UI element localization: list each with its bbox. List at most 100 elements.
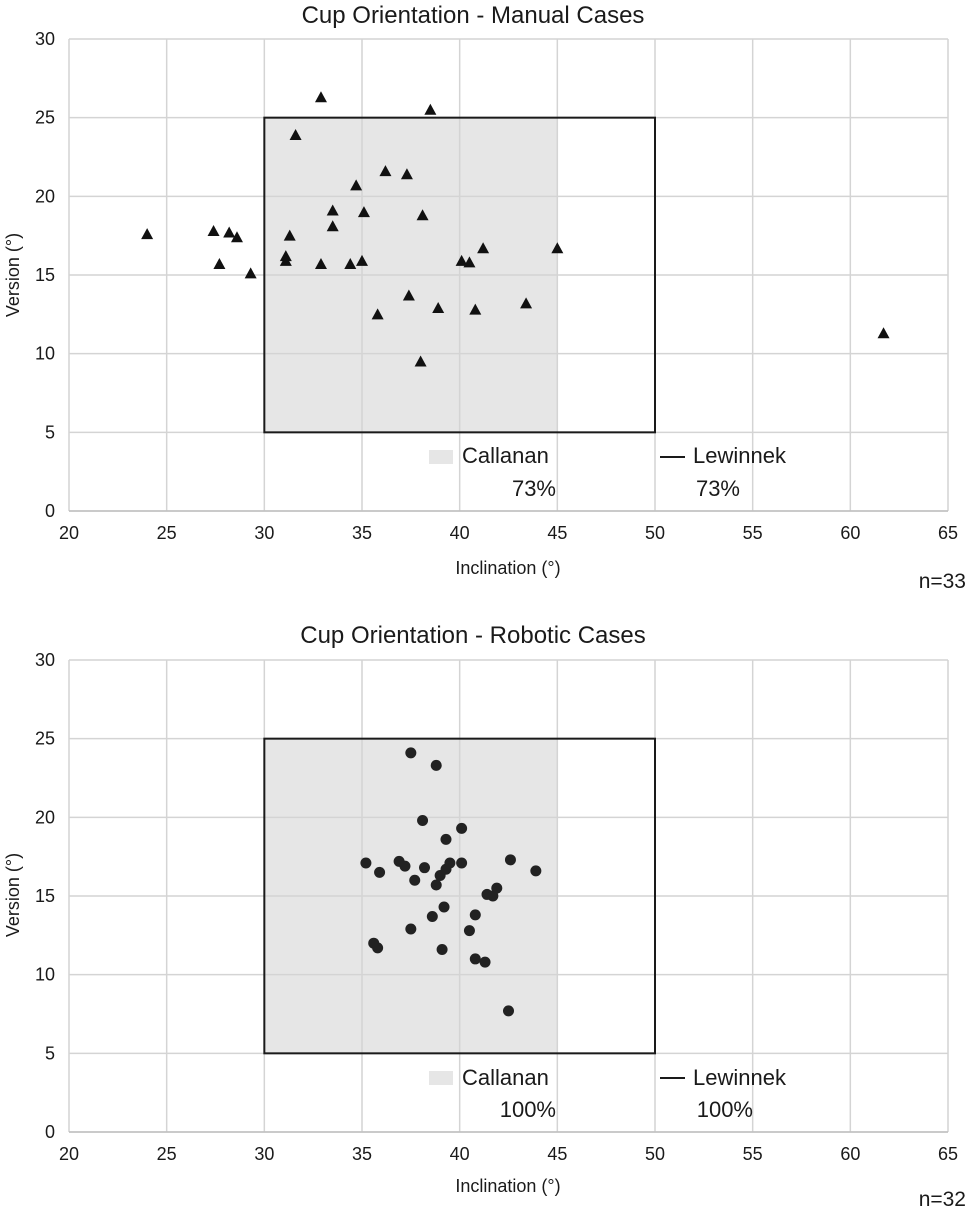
data-point	[279, 254, 292, 266]
sample-size-label: n=32	[919, 1188, 966, 1210]
data-point	[487, 890, 499, 902]
data-point	[455, 254, 468, 266]
x-tick-label: 65	[938, 523, 958, 543]
y-tick-label: 15	[35, 265, 55, 285]
x-tick-label: 30	[254, 1144, 274, 1164]
data-point	[877, 327, 890, 339]
data-point	[417, 814, 429, 826]
data-point	[326, 204, 339, 216]
y-tick-label: 10	[35, 965, 55, 985]
x-tick-label: 25	[157, 1144, 177, 1164]
x-tick-label: 60	[840, 523, 860, 543]
x-axis-label: Inclination (°)	[455, 1176, 560, 1196]
manual-cases-chart: Cup Orientation - Manual Cases Inclinati…	[3, 2, 966, 593]
chart-title: Cup Orientation - Robotic Cases	[300, 622, 646, 649]
data-point	[374, 866, 386, 878]
data-point	[520, 297, 533, 309]
data-point	[344, 257, 357, 269]
legend-callanan-swatch	[429, 1071, 453, 1085]
data-point	[244, 267, 257, 279]
y-tick-label: 5	[45, 1043, 55, 1063]
x-tick-label: 60	[840, 1144, 860, 1164]
legend-lewinnek-label: Lewinnek	[693, 1065, 787, 1090]
y-tick-label: 25	[35, 729, 55, 749]
legend-callanan-label: Callanan	[462, 1065, 549, 1090]
data-point	[326, 220, 339, 232]
x-tick-label: 65	[938, 1144, 958, 1164]
legend-callanan-value: 73%	[512, 476, 556, 501]
data-point	[314, 91, 327, 103]
data-point	[463, 925, 475, 937]
data-point	[414, 355, 427, 367]
data-point	[409, 874, 421, 886]
data-point	[399, 860, 411, 872]
plot-area	[68, 659, 949, 1133]
data-point	[372, 942, 384, 954]
data-point	[356, 254, 368, 266]
data-point	[213, 257, 226, 269]
data-point	[371, 308, 384, 320]
data-point	[141, 228, 154, 240]
robotic-cases-chart: Cup Orientation - Robotic Cases Inclinat…	[3, 622, 966, 1210]
sample-size-label: n=33	[919, 570, 966, 593]
x-tick-label: 35	[352, 523, 372, 543]
y-tick-label: 20	[35, 186, 55, 206]
x-tick-label: 40	[450, 1144, 470, 1164]
legend-lewinnek-value: 73%	[696, 476, 740, 501]
x-tick-label: 20	[59, 1144, 79, 1164]
lewinnek-zone	[263, 737, 656, 1055]
y-tick-label: 15	[35, 886, 55, 906]
data-point	[469, 909, 481, 921]
x-tick-label: 55	[743, 1144, 763, 1164]
data-point	[432, 302, 445, 314]
x-tick-label: 55	[743, 523, 763, 543]
data-point	[436, 943, 448, 955]
x-tick-label: 45	[547, 1144, 567, 1164]
x-tick-label: 45	[547, 523, 567, 543]
legend-callanan-value: 100%	[500, 1097, 556, 1122]
data-point	[350, 179, 363, 191]
data-point	[430, 759, 442, 771]
y-tick-label: 30	[35, 29, 55, 49]
legend-lewinnek-value: 100%	[697, 1097, 753, 1122]
data-point	[438, 901, 450, 913]
data-point	[357, 206, 370, 218]
data-point	[504, 854, 516, 866]
data-point	[440, 863, 452, 875]
x-tick-label: 25	[157, 523, 177, 543]
data-point	[405, 747, 417, 759]
legend-lewinnek-label: Lewinnek	[693, 443, 787, 468]
plot-area	[68, 38, 949, 512]
y-axis-label: Version (°)	[3, 233, 23, 317]
data-point	[469, 303, 482, 315]
data-point	[469, 953, 481, 965]
data-point	[551, 242, 564, 254]
data-point	[424, 103, 437, 115]
y-axis-label: Version (°)	[3, 853, 23, 937]
data-point	[360, 857, 372, 869]
legend-callanan-swatch	[429, 450, 453, 464]
data-point	[400, 168, 413, 180]
x-axis-label: Inclination (°)	[455, 558, 560, 578]
lewinnek-zone	[263, 116, 656, 434]
y-tick-label: 30	[35, 650, 55, 670]
legend-callanan-label: Callanan	[462, 443, 549, 468]
data-point	[289, 128, 302, 140]
data-point	[416, 209, 429, 221]
y-tick-label: 10	[35, 344, 55, 364]
data-point	[419, 862, 431, 874]
data-point	[477, 242, 490, 254]
data-point	[456, 822, 468, 834]
y-tick-label: 0	[45, 1122, 55, 1142]
data-point	[402, 289, 415, 301]
data-point	[503, 1005, 514, 1017]
data-point	[314, 257, 327, 269]
chart-title: Cup Orientation - Manual Cases	[302, 2, 645, 29]
data-point	[379, 165, 392, 177]
data-point	[426, 910, 438, 922]
x-tick-label: 50	[645, 523, 665, 543]
data-point	[479, 956, 491, 968]
data-point	[430, 879, 442, 891]
data-point	[230, 231, 243, 243]
